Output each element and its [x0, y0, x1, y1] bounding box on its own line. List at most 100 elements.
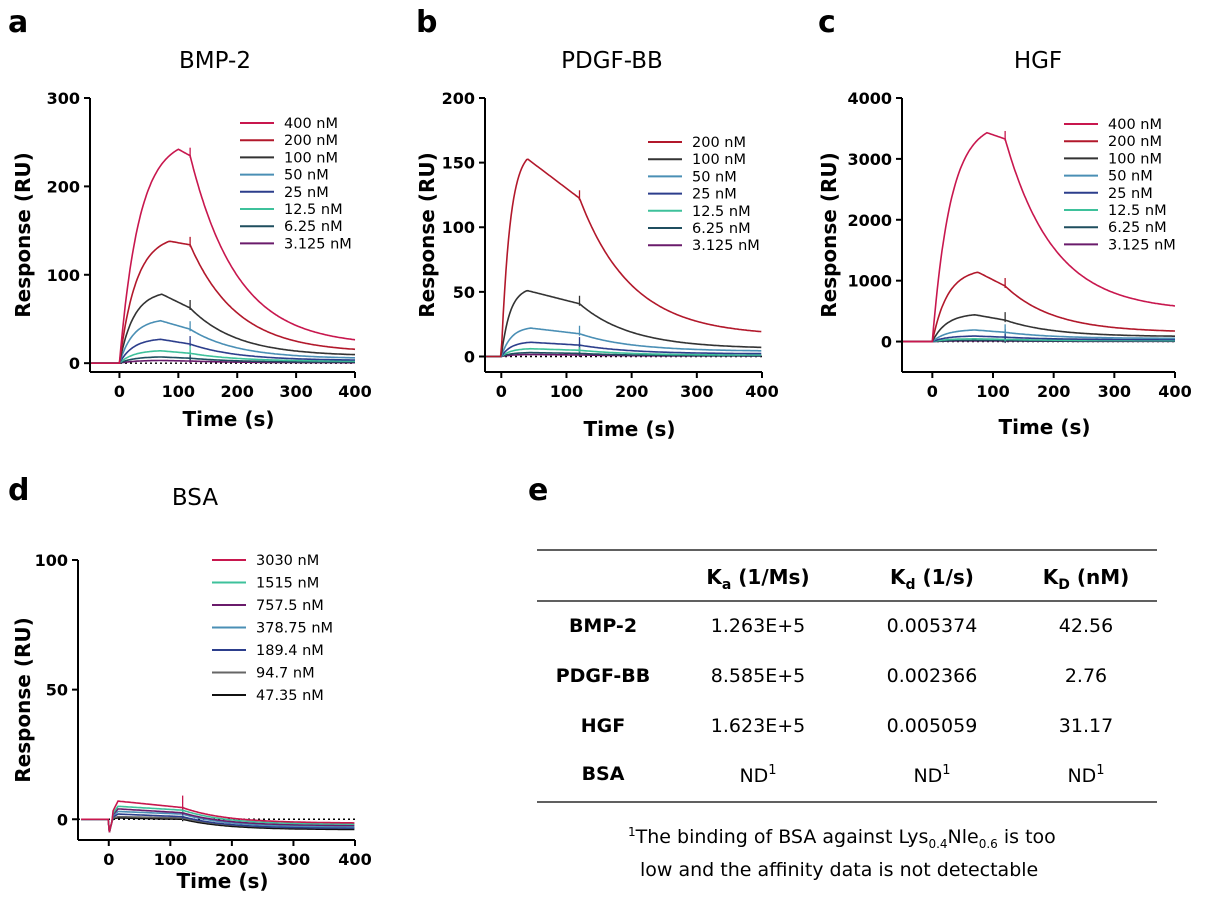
y-tick-label-d: 50: [46, 681, 68, 700]
x-tick-label-c: 0: [927, 382, 938, 401]
legend-label-b: 25 nM: [692, 187, 737, 203]
x-tick-label-a: 300: [279, 382, 312, 401]
y-tick-label-c: 1000: [847, 272, 892, 291]
footnote-line-2: low and the affinity data is not detecta…: [640, 859, 1038, 881]
x-tick-label-b: 200: [615, 382, 648, 401]
legend-label-d: 378.75 nM: [256, 621, 333, 637]
y-tick-label-a: 200: [47, 177, 80, 196]
legend-label-d: 47.35 nM: [256, 688, 324, 704]
legend-label-a: 200 nM: [284, 133, 338, 149]
panel-letter-e: e: [528, 473, 548, 508]
row-label-hgf: HGF: [581, 715, 625, 737]
legend-label-a: 6.25 nM: [284, 219, 343, 235]
row-label-bsa: BSA: [582, 763, 625, 785]
y-tick-label-c: 2000: [847, 211, 892, 230]
series-line-c-1: [903, 271, 1175, 343]
legend-label-b: 50 nM: [692, 169, 737, 185]
x-tick-label-d: 100: [154, 850, 187, 869]
legend-label-c: 100 nM: [1108, 151, 1162, 167]
legend-label-c: 25 nM: [1108, 186, 1153, 202]
legend-label-a: 12.5 nM: [284, 202, 343, 218]
chart-title-b: PDGF-BB: [561, 48, 663, 74]
footnote-line-1: 1The binding of BSA against Lys0.4Nle0.6…: [628, 825, 1056, 851]
cell-pdgfbb-kD: 2.76: [1065, 665, 1107, 687]
series-line-b-3: [486, 341, 762, 358]
chart-title-d: BSA: [172, 485, 218, 511]
x-tick-label-c: 100: [976, 382, 1009, 401]
y-tick-label-c: 4000: [847, 89, 892, 108]
legend-label-c: 400 nM: [1108, 117, 1162, 133]
legend-label-d: 757.5 nM: [256, 598, 324, 614]
x-tick-label-b: 100: [550, 382, 583, 401]
cell-bmp2-kd: 0.005374: [887, 615, 978, 637]
x-tick-label-a: 400: [338, 382, 371, 401]
series-line-c-5: [903, 337, 1175, 343]
y-tick-label-a: 300: [47, 89, 80, 108]
x-axis-label-d: Time (s): [176, 869, 268, 893]
y-tick-label-d: 100: [35, 551, 68, 570]
column-header-kD: KD (nM): [1043, 565, 1130, 593]
y-axis-label-c: Response (RU): [817, 152, 841, 318]
legend-label-c: 200 nM: [1108, 134, 1162, 150]
x-tick-label-c: 400: [1158, 382, 1191, 401]
x-tick-label-c: 200: [1037, 382, 1070, 401]
legend-label-b: 100 nM: [692, 152, 746, 168]
series-line-c-4: [903, 335, 1176, 343]
legend-label-a: 400 nM: [284, 116, 338, 132]
series-line-d-0: [81, 800, 355, 833]
x-tick-label-a: 0: [114, 382, 125, 401]
panel-letter-d: d: [8, 473, 29, 508]
chart-pdgfbb: PDGF-BB 0 50 100 150 200 0 100 200 300 400 Time (s)…: [415, 48, 779, 441]
series-line-b-2: [486, 327, 762, 358]
series-line-c-0: [903, 131, 1176, 343]
legend-label-d: 1515 nM: [256, 576, 319, 592]
series-line-a-0: [91, 148, 356, 365]
legend-label-c: 50 nM: [1108, 169, 1153, 185]
y-tick-label-c: 0: [881, 333, 892, 352]
column-header-kd: Kd (1/s): [890, 565, 974, 593]
y-tick-label-c: 3000: [847, 150, 892, 169]
y-tick-label-b: 100: [442, 218, 475, 237]
legend-label-c: 12.5 nM: [1108, 203, 1167, 219]
row-label-pdgfbb: PDGF-BB: [556, 665, 651, 687]
x-tick-label-d: 400: [338, 850, 371, 869]
series-line-a-1: [91, 240, 356, 365]
series-line-b-5: [486, 351, 762, 358]
y-tick-label-b: 0: [464, 347, 475, 366]
y-axis-label-b: Response (RU): [415, 152, 439, 318]
series-line-d-4: [81, 813, 355, 833]
cell-pdgfbb-ka: 8.585E+5: [711, 665, 805, 687]
legend-label-b: 6.25 nM: [692, 221, 751, 237]
panel-letter-a: a: [8, 5, 28, 40]
y-tick-label-b: 200: [442, 89, 475, 108]
legend-label-b: 200 nM: [692, 135, 746, 151]
legend-label-a: 50 nM: [284, 168, 329, 184]
legend-label-a: 3.125 nM: [284, 236, 352, 252]
legend-label-a: 25 nM: [284, 185, 329, 201]
y-axis-label-a: Response (RU): [11, 152, 35, 318]
y-axis-label-d: Response (RU): [11, 617, 35, 783]
y-tick-label-a: 100: [47, 266, 80, 285]
chart-bsa: BSA 0 50 100 0 100 200 300 400 Time (s) Response (…: [11, 485, 372, 893]
x-tick-label-b: 400: [745, 382, 778, 401]
chart-title-a: BMP-2: [179, 48, 251, 74]
series-line-d-6: [81, 817, 355, 833]
row-label-bmp2: BMP-2: [569, 615, 637, 637]
chart-bmp2: BMP-2 0 100 200 300 0 100 200 300 400 Time (s) Resp…: [11, 48, 372, 431]
x-tick-label-b: 0: [496, 382, 507, 401]
x-tick-label-d: 200: [215, 850, 248, 869]
panel-letter-b: b: [416, 5, 437, 40]
legend-label-b: 12.5 nM: [692, 204, 751, 220]
panel-letter-c: c: [818, 5, 836, 40]
cell-pdgfbb-kd: 0.002366: [887, 665, 978, 687]
series-line-c-3: [903, 329, 1175, 343]
cell-bmp2-ka: 1.263E+5: [711, 615, 805, 637]
series-line-b-0: [486, 158, 762, 358]
series-line-d-1: [81, 805, 355, 833]
series-line-a-2: [91, 293, 355, 365]
column-header-ka: Ka (1/Ms): [706, 565, 809, 593]
x-tick-label-a: 100: [162, 382, 195, 401]
x-axis-label-c: Time (s): [998, 415, 1090, 439]
x-tick-label-b: 300: [680, 382, 713, 401]
